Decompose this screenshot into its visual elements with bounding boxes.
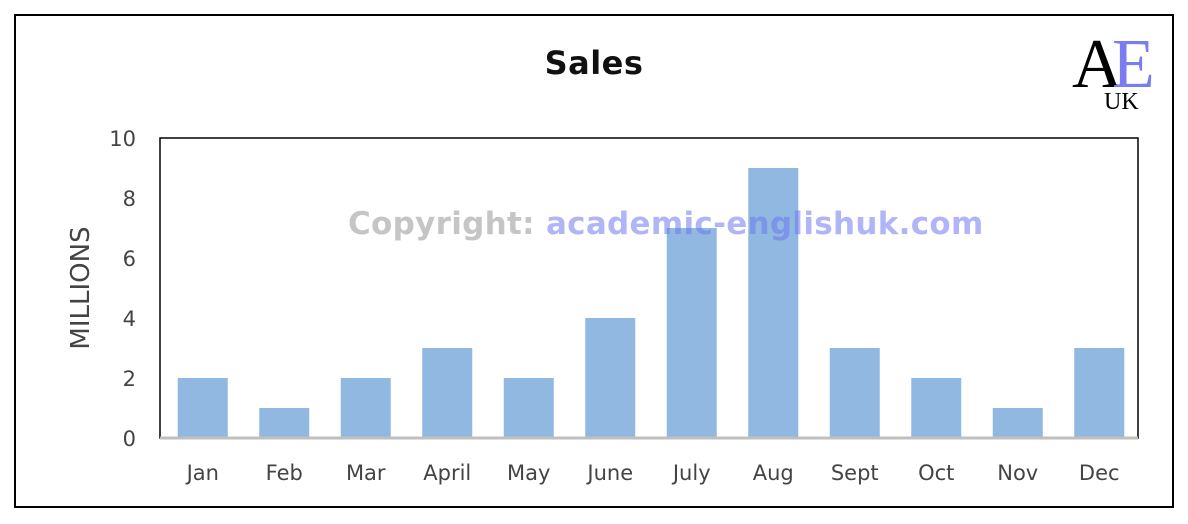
y-axis-ticks: 0 2 4 6 8 10 [109,127,136,451]
bar-july [666,228,717,438]
y-tick-label: 0 [123,427,136,451]
y-tick-label: 6 [123,247,136,271]
x-tick-label: April [423,461,471,485]
bar-feb [259,408,310,438]
plot-area-border [159,137,1139,439]
y-tick-label: 4 [123,307,136,331]
bar-mar [340,378,391,438]
y-tick-label: 8 [123,187,136,211]
x-tick-label: June [585,461,633,485]
x-tick-label: Oct [918,461,954,485]
logo-letter-a: A [1072,26,1123,103]
copyright-watermark: Copyright: academic-englishuk.com [348,206,984,242]
bar-june [585,318,636,438]
logo-uk: UK [1104,89,1139,115]
bar-jan [177,378,228,438]
bar-oct [911,378,962,438]
bar-sept [829,348,880,438]
bar-nov [992,408,1043,438]
bar-may [503,378,554,438]
ae-uk-logo: A E UK [1068,30,1168,120]
x-tick-label: Jan [185,461,219,485]
x-axis-ticks: Jan Feb Mar April May June July Aug Sept Oct Nov De… [185,461,1120,485]
x-tick-label: July [671,461,711,485]
chart-title: Sales [544,44,644,82]
x-tick-label: Aug [753,461,794,485]
watermark-url: academic-englishuk.com [545,206,984,242]
x-tick-label: Feb [266,461,303,485]
bars-group [177,168,1125,438]
logo-letter-e: E [1112,26,1155,103]
x-tick-label: Nov [997,461,1038,485]
y-tick-label: 10 [109,127,136,151]
x-tick-label: Sept [831,461,879,485]
bar-april [422,348,473,438]
x-tick-label: Dec [1079,461,1120,485]
bar-dec [1074,348,1125,438]
x-tick-label: Mar [346,461,386,485]
y-tick-label: 2 [123,367,136,391]
bar-aug [748,168,799,438]
watermark-label: Copyright: [348,206,535,242]
y-axis-label: MILLIONS [66,226,96,349]
x-tick-label: May [507,461,550,485]
